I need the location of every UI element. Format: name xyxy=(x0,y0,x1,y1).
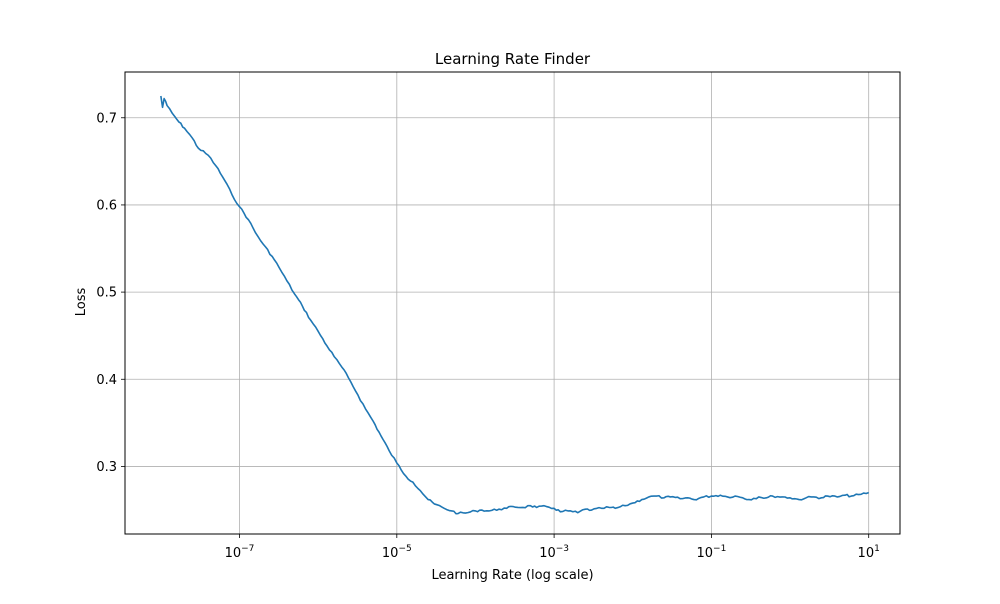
x-tick-label: 10−1 xyxy=(696,544,726,561)
x-tick-label-exponent: 1 xyxy=(874,544,880,554)
x-tick-label-base: 10 xyxy=(696,546,713,561)
x-tick-label: 101 xyxy=(858,544,880,561)
plot-frame xyxy=(124,71,901,535)
x-tick-label-exponent: −5 xyxy=(398,544,411,554)
x-tick-label-base: 10 xyxy=(382,546,399,561)
y-tick-label: 0.7 xyxy=(96,111,117,126)
x-tick-label: 10−5 xyxy=(382,544,412,561)
x-tick-label: 10−3 xyxy=(539,544,569,561)
x-tick-label-base: 10 xyxy=(539,546,556,561)
y-tick-label: 0.5 xyxy=(96,286,117,301)
y-axis-label: Loss xyxy=(74,288,89,317)
y-tick-label: 0.6 xyxy=(96,198,117,213)
chart-title: Learning Rate Finder xyxy=(435,50,591,68)
y-tick-label: 0.4 xyxy=(96,373,117,388)
x-axis-label: Learning Rate (log scale) xyxy=(431,568,593,583)
x-tick-label-exponent: −1 xyxy=(713,544,726,554)
series-layer xyxy=(160,95,869,515)
x-tick-label-exponent: −3 xyxy=(556,544,569,554)
x-tick-label-base: 10 xyxy=(225,546,242,561)
x-tick-label: 10−7 xyxy=(225,544,255,561)
grid-layer xyxy=(125,72,900,534)
y-tick-label: 0.3 xyxy=(96,460,117,475)
loss-series-line xyxy=(160,95,869,515)
x-tick-label-exponent: −7 xyxy=(241,544,254,554)
x-tick-label-base: 10 xyxy=(858,546,875,561)
